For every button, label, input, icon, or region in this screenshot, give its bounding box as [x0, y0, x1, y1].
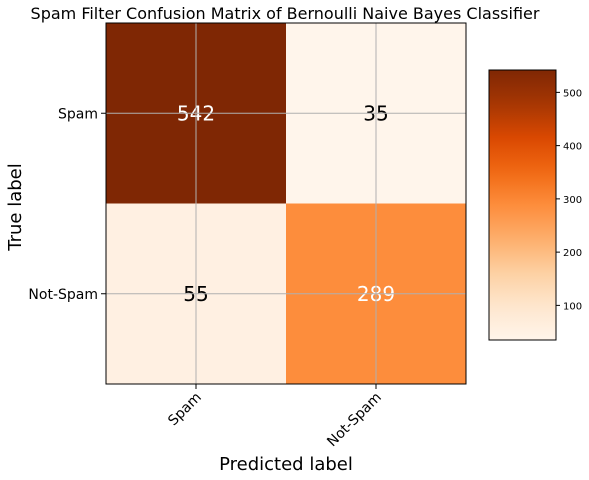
colorbar-tick-label: 200	[563, 248, 582, 259]
colorbar-ticks: 100 200 300 400 500	[556, 88, 582, 312]
x-tick-label: Spam	[165, 390, 205, 430]
y-tick-label: Spam	[58, 106, 98, 122]
colorbar	[488, 69, 557, 341]
x-tick-labels: Spam Not-Spam	[165, 384, 385, 450]
colorbar-tick-label: 400	[563, 142, 582, 153]
x-axis-label: Predicted label	[219, 454, 353, 475]
plot-frame	[105, 22, 467, 385]
y-tick-label: Not-Spam	[28, 287, 98, 303]
heatmap-cells: 5423555289	[106, 23, 466, 384]
grid-lines	[106, 23, 466, 384]
x-tick-label: Not-Spam	[324, 390, 385, 451]
colorbar-tick-label: 500	[563, 88, 582, 99]
chart-title: Spam Filter Confusion Matrix of Bernoull…	[31, 4, 540, 23]
colorbar-tick-label: 100	[563, 301, 582, 312]
y-tick-labels: Spam Not-Spam	[28, 106, 106, 303]
y-axis-label: True label	[5, 163, 26, 252]
colorbar-tick-label: 300	[563, 195, 582, 206]
